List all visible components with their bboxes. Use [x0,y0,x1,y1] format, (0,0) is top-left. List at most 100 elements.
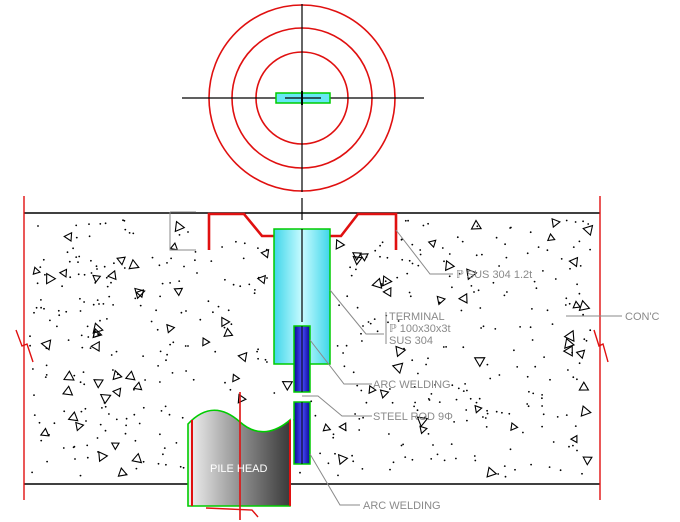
aggregate-dot [443,260,445,263]
plate-label: ℙ SUS 304 1.2t [456,269,532,281]
aggregate-dot [504,243,506,246]
aggregate-stone [112,369,123,381]
aggregate-stone [379,389,390,399]
aggregate-dot [509,227,511,229]
aggregate-dot [168,413,171,416]
aggregate-stone [63,231,73,242]
aggregate-dot [82,371,85,373]
concrete-label: CON'C [625,311,660,323]
aggregate-stone [382,275,393,287]
aggregate-dot [175,442,178,444]
break-mark-left [15,329,34,363]
aggregate-dot [256,350,258,353]
aggregate-dot [79,297,81,300]
aggregate-stone [486,466,498,478]
aggregate-stone [93,379,104,389]
aggregate-dot [169,343,172,346]
aggregate-dot [254,289,256,291]
aggregate-dot [242,257,245,260]
aggregate-dot [40,439,43,442]
aggregate-stone [237,393,248,404]
aggregate-dot [401,258,404,261]
aggregate-dot [134,439,137,442]
aggregate-dot [163,447,166,449]
aggregate-dot [36,282,39,285]
aggregate-dot [96,268,98,270]
aggregate-dot [37,225,39,227]
aggregate-dot [44,376,47,378]
aggregate-dot [417,372,419,375]
aggregate-dot [531,308,533,310]
aggregate-stone [563,329,575,343]
aggregate-dot [227,309,230,312]
aggregate-dot [40,299,42,301]
leader-arc-welding-upper [309,339,372,385]
aggregate-dot [391,401,394,404]
aggregate-stone [32,266,42,276]
aggregate-stone [457,292,468,304]
aggregate-dot [494,328,497,330]
aggregate-dot [125,424,127,427]
aggregate-dot [62,447,65,449]
aggregate-dot [87,336,90,338]
aggregate-dot [343,365,346,368]
aggregate-dot [537,246,540,249]
aggregate-dot [83,273,86,276]
aggregate-dot [69,276,72,279]
aggregate-stone [134,287,146,300]
aggregate-stone [221,316,231,328]
aggregate-dot [90,272,93,274]
aggregate-dot [541,405,543,407]
leader-lines [302,229,622,506]
aggregate-dot [373,318,376,320]
aggregate-stone [90,340,100,352]
aggregate-stone [67,411,79,422]
aggregate-dot [257,247,259,250]
aggregate-dot [110,354,113,356]
terminal-title-label: TERMINAL [389,311,445,323]
aggregate-stone [237,351,248,363]
aggregate-dot [336,345,339,347]
aggregate-dot [32,368,34,370]
aggregate-dot [384,280,387,283]
aggregate-dot [355,268,357,271]
aggregate-dot [358,418,361,420]
aggregate-dot [327,462,330,465]
aggregate-stone [473,357,486,368]
aggregate-dot [486,412,489,415]
aggregate-stone [98,450,109,463]
aggregate-dot [369,322,372,325]
aggregate-dot [142,406,145,409]
aggregate-stone [368,384,377,395]
aggregate-stone [99,393,112,405]
aggregate-dot [455,398,458,401]
aggregate-dot [166,262,168,264]
aggregate-dot [495,410,498,413]
aggregate-dot [319,452,321,455]
aggregate-stone [568,256,579,268]
aggregate-dot [427,357,429,360]
aggregate-dot [243,242,246,245]
aggregate-dot [425,363,427,366]
aggregate-dot [356,384,359,387]
aggregate-dot [578,292,581,295]
aggregate-dot [66,251,69,254]
aggregate-dot [352,371,355,374]
aggregate-stone [351,252,363,262]
aggregate-dot [535,287,538,290]
aggregate-dot [356,306,359,309]
aggregate-dot [546,309,549,312]
aggregate-dot [115,350,118,353]
aggregate-dot [266,361,268,363]
aggregate-stone [92,327,103,339]
aggregate-stone [569,434,578,444]
aggregate-dot [128,232,131,234]
aggregate-dot [84,407,87,410]
aggregate-stone [63,370,75,381]
aggregate-dot [465,409,468,411]
aggregate-dot [49,319,51,322]
aggregate-dot [542,270,544,272]
aggregate-dot [569,267,571,270]
aggregate-dot [529,231,532,234]
aggregate-dot [470,285,473,287]
